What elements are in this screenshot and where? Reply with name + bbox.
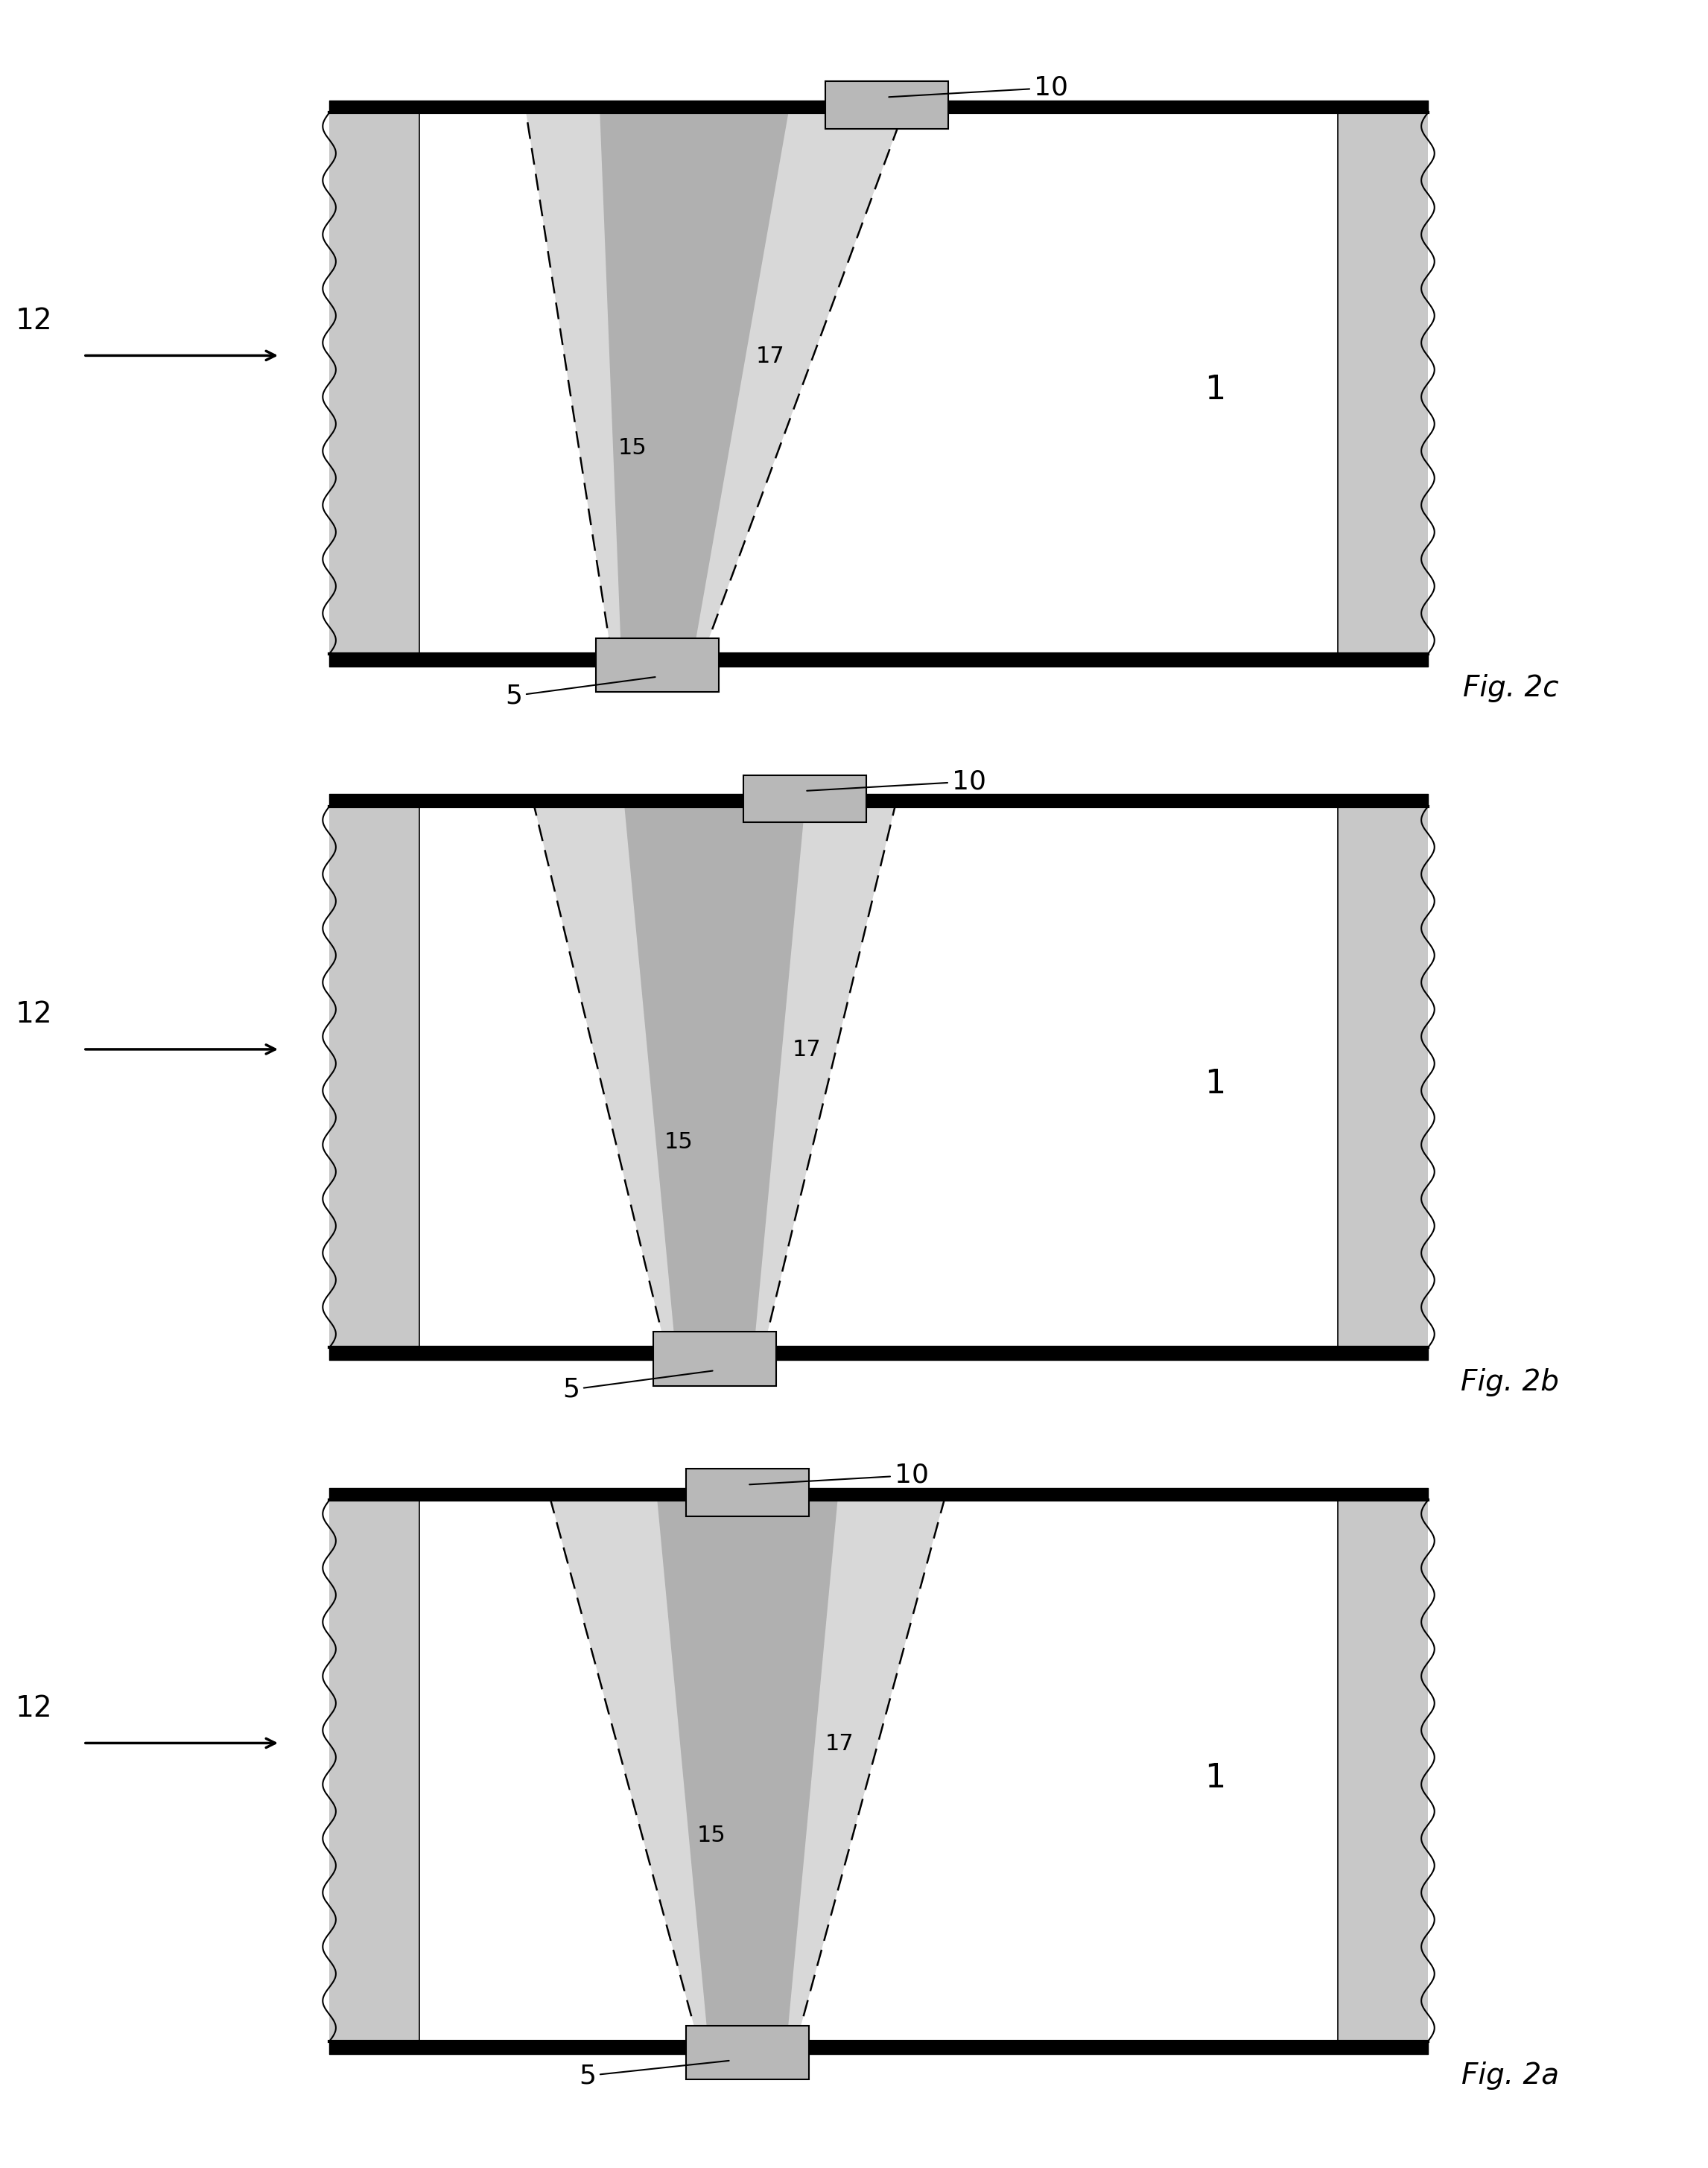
Text: 17: 17 — [755, 345, 784, 366]
Text: Fig. 2b: Fig. 2b — [1460, 1368, 1559, 1396]
Text: 1: 1 — [1204, 375, 1225, 405]
Bar — [1337, 113, 1428, 655]
Text: 10: 10 — [750, 1463, 929, 1487]
Bar — [743, 776, 866, 822]
Bar — [330, 806, 420, 1348]
Bar — [330, 1500, 420, 2042]
Text: 15: 15 — [618, 438, 647, 460]
Text: 12: 12 — [15, 999, 53, 1030]
Bar — [420, 113, 1337, 655]
Polygon shape — [550, 1500, 945, 2042]
Text: 10: 10 — [806, 770, 986, 793]
Text: Fig. 2c: Fig. 2c — [1464, 674, 1559, 702]
Text: 12: 12 — [15, 306, 53, 336]
Text: 10: 10 — [888, 76, 1068, 100]
Polygon shape — [658, 1500, 837, 2042]
Bar — [825, 82, 948, 128]
Bar — [420, 1500, 1337, 2042]
Polygon shape — [535, 806, 895, 1348]
Bar — [330, 113, 420, 655]
Bar — [596, 637, 719, 692]
Text: 1: 1 — [1204, 1763, 1225, 1793]
Polygon shape — [526, 113, 904, 655]
Text: 1: 1 — [1204, 1069, 1225, 1099]
Bar — [1337, 806, 1428, 1348]
Text: 5: 5 — [506, 676, 656, 709]
Polygon shape — [600, 113, 789, 655]
Text: 15: 15 — [697, 1825, 726, 1847]
Text: 5: 5 — [579, 2062, 729, 2088]
Bar — [1337, 1500, 1428, 2042]
Bar — [687, 1470, 810, 1515]
Bar — [687, 2025, 810, 2079]
Text: 17: 17 — [825, 1732, 854, 1754]
Text: Fig. 2a: Fig. 2a — [1462, 2062, 1559, 2090]
Bar — [652, 1331, 775, 1385]
Text: 15: 15 — [664, 1132, 693, 1153]
Text: 17: 17 — [793, 1038, 822, 1060]
Polygon shape — [625, 806, 804, 1348]
Text: 5: 5 — [562, 1370, 712, 1403]
Bar — [420, 806, 1337, 1348]
Text: 12: 12 — [15, 1693, 53, 1724]
